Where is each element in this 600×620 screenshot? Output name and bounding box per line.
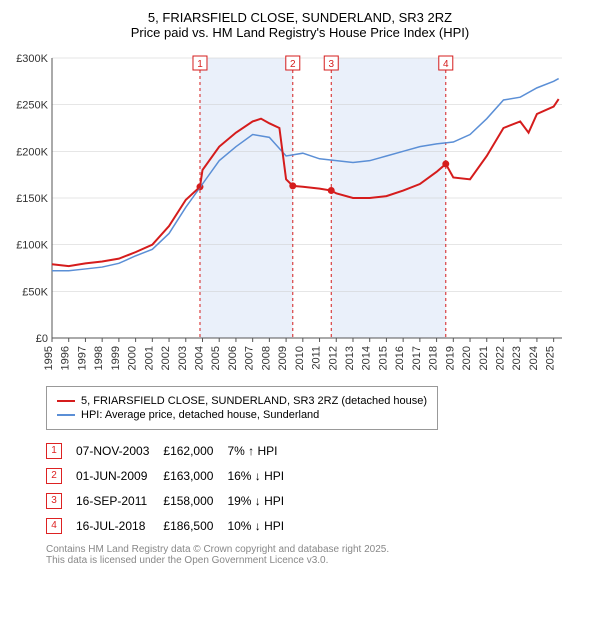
- sale-marker: 2: [46, 468, 62, 484]
- svg-text:1997: 1997: [76, 346, 88, 370]
- svg-text:£100K: £100K: [16, 240, 48, 252]
- sale-delta: 7% ↑ HPI: [227, 438, 298, 463]
- sale-marker: 1: [46, 443, 62, 459]
- svg-text:2023: 2023: [511, 346, 523, 370]
- svg-text:2004: 2004: [193, 346, 205, 370]
- svg-text:£200K: £200K: [16, 146, 48, 158]
- svg-text:2006: 2006: [227, 346, 239, 370]
- svg-text:2025: 2025: [545, 346, 557, 370]
- sale-date: 16-JUL-2018: [76, 513, 163, 538]
- legend-swatch: [57, 400, 75, 402]
- table-row: 2 01-JUN-2009£163,00016% ↓ HPI: [46, 463, 298, 488]
- svg-text:2015: 2015: [377, 346, 389, 370]
- svg-text:£250K: £250K: [16, 100, 48, 112]
- title-line2: Price paid vs. HM Land Registry's House …: [10, 25, 590, 40]
- svg-text:£150K: £150K: [16, 193, 48, 205]
- footer-line1: Contains HM Land Registry data © Crown c…: [46, 544, 590, 555]
- legend-label: HPI: Average price, detached house, Sund…: [81, 409, 319, 421]
- chart-title: 5, FRIARSFIELD CLOSE, SUNDERLAND, SR3 2R…: [10, 10, 590, 40]
- legend-label: 5, FRIARSFIELD CLOSE, SUNDERLAND, SR3 2R…: [81, 395, 427, 407]
- svg-text:2024: 2024: [528, 346, 540, 370]
- svg-text:3: 3: [328, 59, 334, 70]
- svg-text:2008: 2008: [260, 346, 272, 370]
- legend-row: 5, FRIARSFIELD CLOSE, SUNDERLAND, SR3 2R…: [57, 395, 427, 407]
- table-row: 1 07-NOV-2003£162,0007% ↑ HPI: [46, 438, 298, 463]
- svg-text:2001: 2001: [143, 346, 155, 370]
- sales-table: 1 07-NOV-2003£162,0007% ↑ HPI 2 01-JUN-2009…: [46, 438, 298, 538]
- svg-text:2011: 2011: [311, 346, 323, 370]
- price-chart: £0 £50K £100K £150K £200K £250K £300K 1995 1996 1…: [10, 48, 590, 378]
- sale-price: £162,000: [163, 438, 227, 463]
- title-line1: 5, FRIARSFIELD CLOSE, SUNDERLAND, SR3 2R…: [10, 10, 590, 25]
- sale-delta: 10% ↓ HPI: [227, 513, 298, 538]
- sale-price: £158,000: [163, 488, 227, 513]
- sale-delta: 19% ↓ HPI: [227, 488, 298, 513]
- sale-delta: 16% ↓ HPI: [227, 463, 298, 488]
- sale-price: £186,500: [163, 513, 227, 538]
- svg-text:£0: £0: [36, 333, 48, 345]
- svg-text:2016: 2016: [394, 346, 406, 370]
- footer-line2: This data is licensed under the Open Gov…: [46, 555, 590, 566]
- svg-text:1: 1: [197, 59, 203, 70]
- sale-date: 01-JUN-2009: [76, 463, 163, 488]
- sale-marker: 3: [46, 493, 62, 509]
- table-row: 4 16-JUL-2018£186,50010% ↓ HPI: [46, 513, 298, 538]
- svg-text:£50K: £50K: [22, 286, 48, 298]
- sale-date: 16-SEP-2011: [76, 488, 163, 513]
- svg-text:1995: 1995: [43, 346, 55, 370]
- svg-text:2020: 2020: [461, 346, 473, 370]
- legend-swatch: [57, 414, 75, 416]
- svg-text:2017: 2017: [411, 346, 423, 370]
- svg-text:1996: 1996: [60, 346, 72, 370]
- sale-marker: 4: [46, 518, 62, 534]
- svg-text:2022: 2022: [494, 346, 506, 370]
- svg-text:2018: 2018: [428, 346, 440, 370]
- svg-text:2002: 2002: [160, 346, 172, 370]
- svg-text:2009: 2009: [277, 346, 289, 370]
- sale-date: 07-NOV-2003: [76, 438, 163, 463]
- svg-text:2007: 2007: [244, 346, 256, 370]
- table-row: 3 16-SEP-2011£158,00019% ↓ HPI: [46, 488, 298, 513]
- svg-text:1999: 1999: [110, 346, 122, 370]
- svg-text:1998: 1998: [93, 346, 105, 370]
- svg-text:2012: 2012: [327, 346, 339, 370]
- svg-text:£300K: £300K: [16, 53, 48, 65]
- chart-svg: £0 £50K £100K £150K £200K £250K £300K 1995 1996 1…: [10, 48, 570, 378]
- legend-row: HPI: Average price, detached house, Sund…: [57, 409, 427, 421]
- svg-text:2014: 2014: [361, 346, 373, 370]
- footer: Contains HM Land Registry data © Crown c…: [46, 544, 590, 566]
- svg-text:2010: 2010: [294, 346, 306, 370]
- svg-text:2021: 2021: [478, 346, 490, 370]
- legend: 5, FRIARSFIELD CLOSE, SUNDERLAND, SR3 2R…: [46, 386, 438, 430]
- svg-text:2000: 2000: [127, 346, 139, 370]
- svg-text:2013: 2013: [344, 346, 356, 370]
- svg-text:2005: 2005: [210, 346, 222, 370]
- svg-text:2003: 2003: [177, 346, 189, 370]
- svg-text:2: 2: [290, 59, 296, 70]
- svg-text:4: 4: [443, 59, 449, 70]
- svg-text:2019: 2019: [444, 346, 456, 370]
- sale-price: £163,000: [163, 463, 227, 488]
